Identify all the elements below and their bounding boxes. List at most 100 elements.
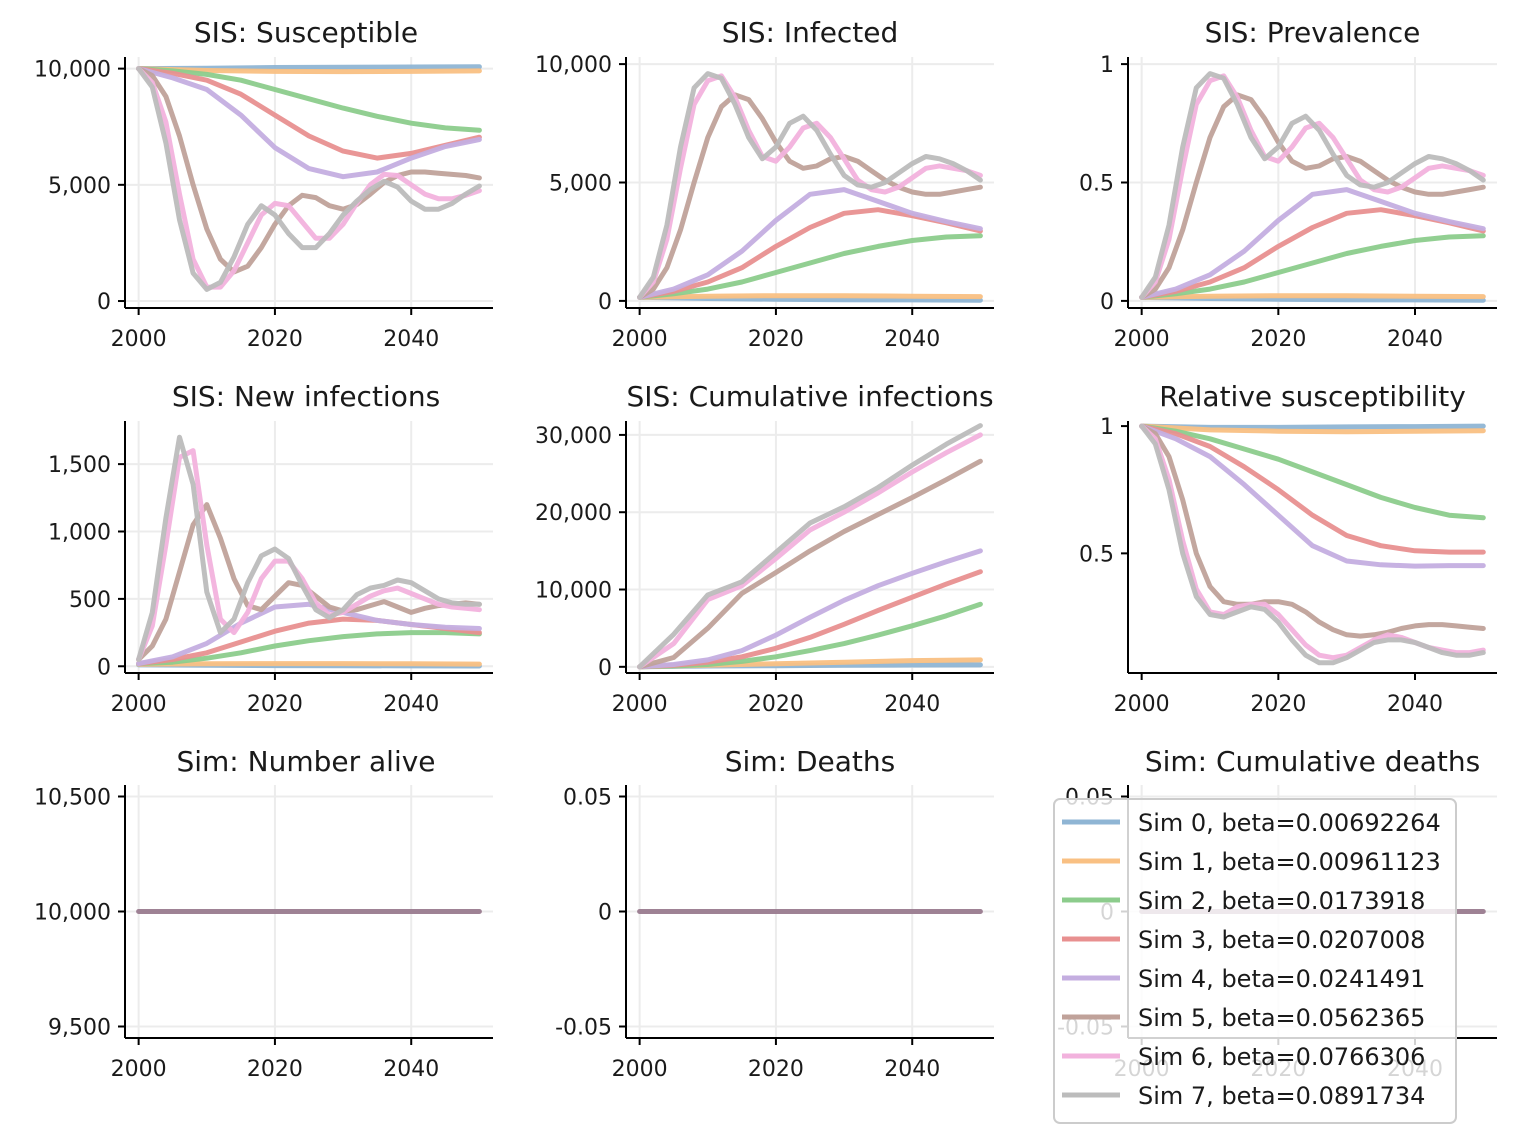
x-tick-label: 2040	[1387, 327, 1443, 352]
x-tick-label: 2000	[111, 1057, 167, 1082]
y-tick-label: 500	[69, 588, 111, 613]
y-tick-label: 0.5	[1079, 542, 1114, 567]
panel-sis-prevalence: SIS: Prevalence 2000 2020 2040 0 0.5 1	[1079, 16, 1497, 352]
legend-box	[1053, 798, 1457, 1124]
y-tick-label: 0.5	[1079, 172, 1114, 197]
y-tick-label: 10,500	[34, 786, 111, 811]
y-tick-label: 0	[1100, 290, 1114, 315]
legend-entry: Sim 2, beta=0.0173918	[1138, 887, 1425, 915]
chart-title: Sim: Number alive	[176, 745, 435, 778]
series-line-7	[1139, 71, 1486, 300]
series-line-7	[637, 71, 983, 300]
x-tick-label: 2040	[884, 692, 940, 717]
series-line-7	[136, 66, 482, 292]
x-tick-label: 2020	[748, 692, 804, 717]
x-tick-label: 2020	[748, 327, 804, 352]
y-tick-label: 10,000	[34, 901, 111, 926]
series-line-2	[1139, 423, 1486, 521]
chart-title: SIS: Prevalence	[1205, 16, 1421, 49]
series-line-5	[1139, 423, 1486, 639]
y-tick-label: 0.05	[563, 786, 612, 811]
legend-entry: Sim 7, beta=0.0891734	[1138, 1082, 1425, 1110]
x-tick-label: 2040	[884, 1057, 940, 1082]
x-tick-label: 2000	[612, 1057, 668, 1082]
panel-sis-infected: SIS: Infected 2000 2020 2040 0 5,000 10,000	[535, 16, 994, 352]
series-line-4	[136, 601, 482, 667]
series-line-2	[136, 66, 482, 133]
x-tick-label: 2040	[383, 692, 439, 717]
chart-title: SIS: Susceptible	[194, 16, 418, 49]
legend-entry: Sim 1, beta=0.00961123	[1138, 848, 1441, 876]
x-tick-label: 2020	[748, 1057, 804, 1082]
series-line-4	[637, 187, 983, 300]
y-tick-label: 1	[1100, 53, 1114, 78]
series-line-7	[136, 434, 482, 662]
chart-title: Sim: Deaths	[725, 745, 895, 778]
legend-entry: Sim 5, beta=0.0562365	[1138, 1004, 1425, 1032]
series-line-1	[637, 293, 983, 300]
series-line-5	[1139, 92, 1486, 300]
y-tick-label: 5,000	[48, 174, 111, 199]
series-line-1	[1139, 293, 1486, 300]
y-tick-label: 10,000	[34, 58, 111, 83]
x-tick-label: 2000	[111, 692, 167, 717]
series-line-6	[136, 66, 482, 290]
x-tick-label: 2020	[1250, 327, 1306, 352]
x-tick-label: 2000	[111, 327, 167, 352]
x-tick-label: 2020	[247, 692, 303, 717]
y-tick-label: 10,000	[535, 579, 612, 604]
chart-title: SIS: New infections	[172, 380, 440, 413]
y-tick-label: 5,000	[549, 172, 612, 197]
y-tick-label: -0.05	[555, 1016, 612, 1041]
panel-sis-new-infections: SIS: New infections 2000 2020 2040 0 500 1,000…	[48, 380, 493, 717]
legend: Sim 0, beta=0.00692264 Sim 1, beta=0.0096…	[1053, 798, 1457, 1124]
series-line-1	[1139, 423, 1486, 435]
series-line-5	[637, 92, 983, 300]
x-tick-label: 2000	[1114, 692, 1170, 717]
series-line-4	[136, 66, 482, 180]
y-tick-label: 30,000	[535, 424, 612, 449]
chart-title: SIS: Cumulative infections	[626, 380, 993, 413]
series-line-5	[136, 66, 482, 275]
y-tick-label: 0	[97, 655, 111, 680]
series-line-4	[1139, 423, 1486, 569]
y-tick-label: 1,000	[48, 521, 111, 546]
y-tick-label: 1,500	[48, 453, 111, 478]
x-tick-label: 2040	[383, 327, 439, 352]
series-line-7	[1139, 423, 1486, 666]
x-tick-label: 2000	[612, 692, 668, 717]
y-tick-label: 9,500	[48, 1016, 111, 1041]
series-line-6	[637, 432, 983, 670]
panel-sis-susceptible: SIS: Susceptible 2000 2020 2040 0 5,000 10,000	[34, 16, 493, 352]
y-tick-label: 0	[598, 656, 612, 681]
x-tick-label: 2020	[1250, 692, 1306, 717]
x-tick-label: 2020	[247, 327, 303, 352]
legend-entry: Sim 3, beta=0.0207008	[1138, 926, 1425, 954]
chart-title: Sim: Cumulative deaths	[1145, 745, 1480, 778]
panel-sis-cumulative-infections: SIS: Cumulative infections 2000 2020 2040 0 1…	[535, 380, 994, 717]
panel-sim-number-alive: Sim: Number alive 2000 2020 2040 9,500 10,000…	[34, 745, 493, 1082]
legend-entry: Sim 6, beta=0.0766306	[1138, 1043, 1425, 1071]
legend-entry: Sim 4, beta=0.0241491	[1138, 965, 1425, 993]
panel-relative-susceptibility: Relative susceptibility 2000 2020 2040 0.5 1	[1079, 380, 1497, 717]
chart-title: Relative susceptibility	[1159, 380, 1466, 413]
series-line-5	[637, 458, 983, 670]
series-line-1	[136, 661, 482, 667]
y-tick-label: 20,000	[535, 501, 612, 526]
legend-entry: Sim 0, beta=0.00692264	[1138, 809, 1441, 837]
y-tick-label: 0	[97, 290, 111, 315]
series-line-3	[136, 66, 482, 161]
y-tick-label: 1	[1100, 415, 1114, 440]
panels: SIS: Susceptible 2000 2020 2040 0 5,000 10,000…	[34, 16, 1497, 1082]
series-line-2	[1139, 233, 1486, 300]
x-tick-label: 2040	[383, 1057, 439, 1082]
series-line-3	[1139, 423, 1486, 555]
x-tick-label: 2040	[1387, 692, 1443, 717]
y-tick-label: 0	[598, 901, 612, 926]
series-line-4	[637, 548, 983, 670]
y-tick-label: 10,000	[535, 53, 612, 78]
x-tick-label: 2000	[612, 327, 668, 352]
x-tick-label: 2000	[1114, 327, 1170, 352]
series-line-2	[136, 630, 482, 667]
